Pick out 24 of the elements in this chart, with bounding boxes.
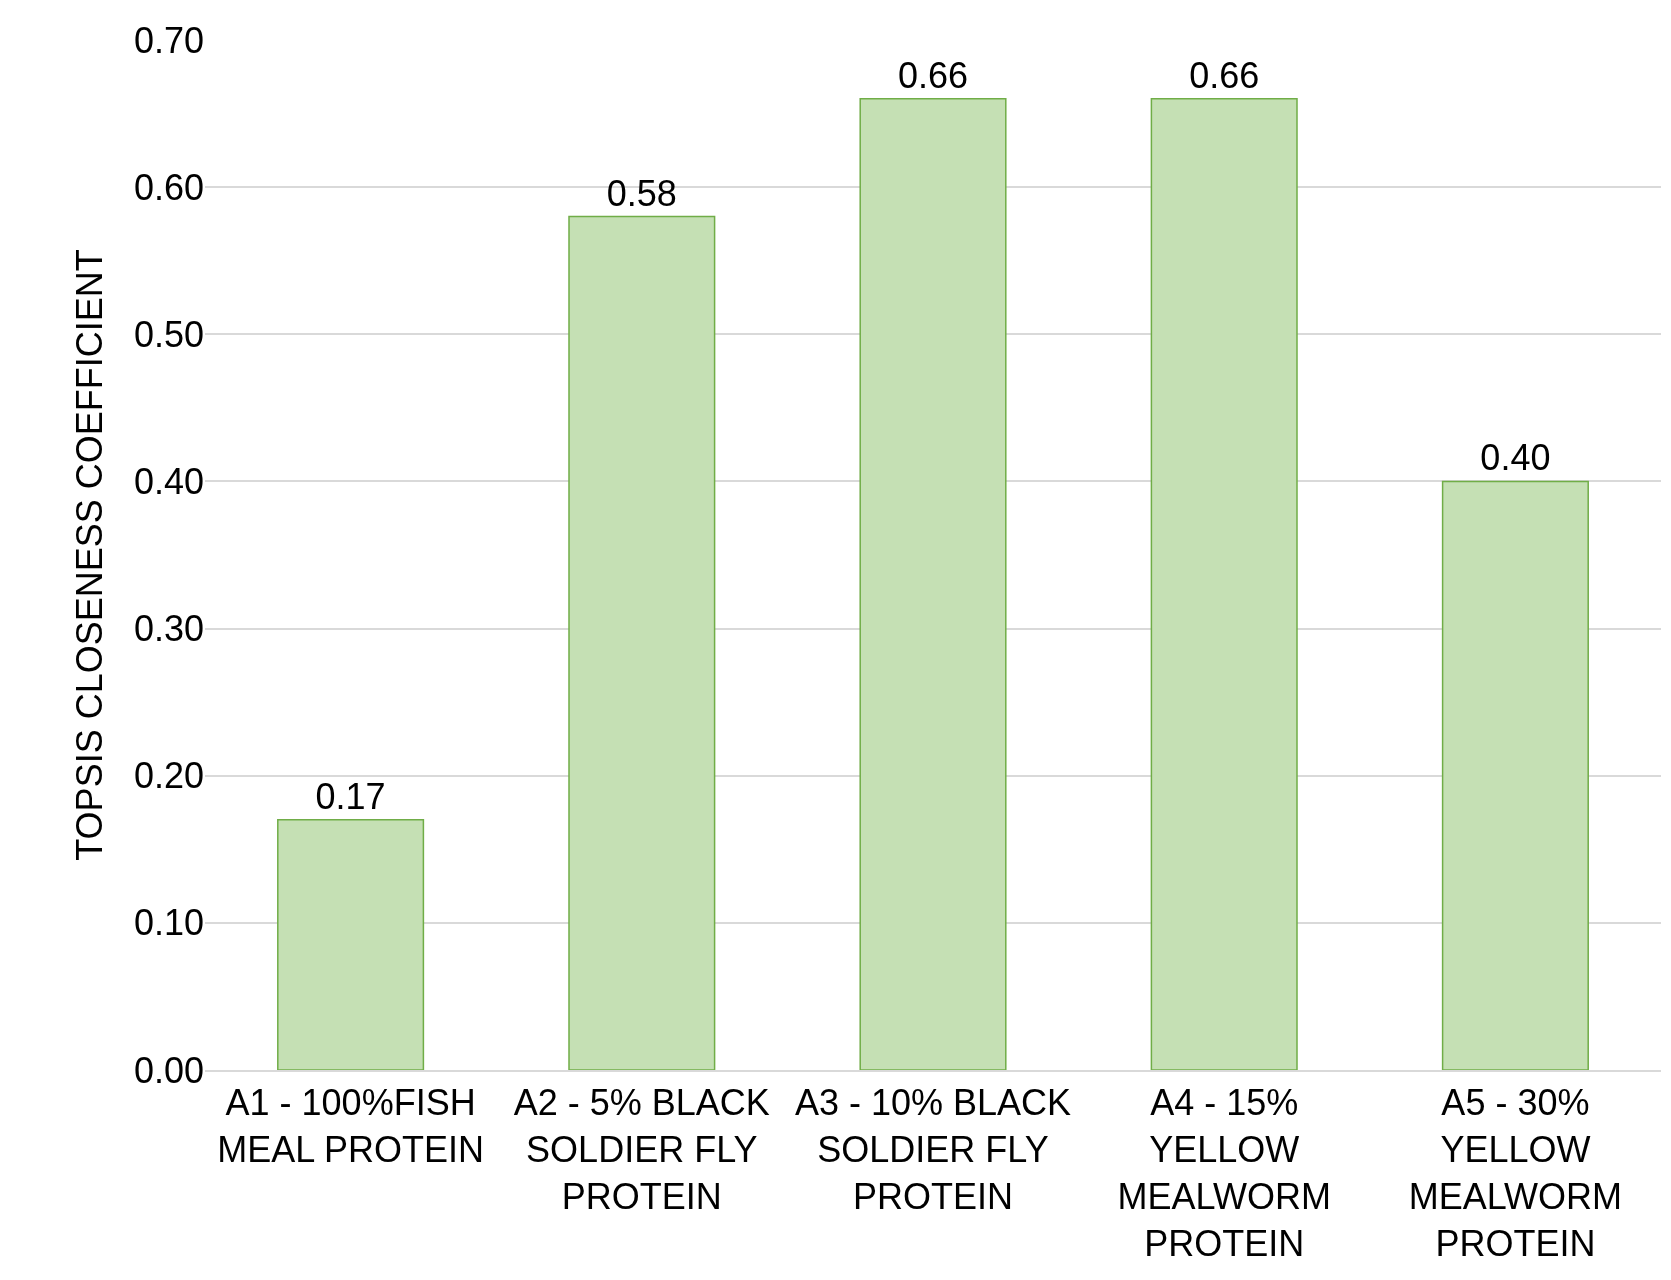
data-label: 0.66 bbox=[897, 54, 969, 96]
x-tick-label: A1 - 100%FISH MEAL PROTEIN bbox=[217, 1082, 484, 1170]
y-tick-label: 0.60 bbox=[133, 166, 204, 208]
y-tick-label: 0.00 bbox=[133, 1049, 204, 1091]
x-tick-label: A4 - 15% YELLOW MEALWORM PROTEIN bbox=[1117, 1082, 1331, 1264]
bar bbox=[277, 819, 425, 1070]
data-label: 0.58 bbox=[606, 172, 677, 214]
x-tick-label: A3 - 10% BLACK SOLDIER FLY PROTEIN bbox=[794, 1082, 1072, 1217]
x-tick-label: A2 - 5% BLACK SOLDIER FLY PROTEIN bbox=[513, 1082, 770, 1217]
y-axis-title: TOPSIS CLOSENESS COEFFICIENT bbox=[68, 249, 110, 861]
y-tick-label: 0.20 bbox=[133, 755, 204, 797]
y-tick-label: 0.70 bbox=[133, 19, 204, 61]
data-label: 0.17 bbox=[315, 775, 386, 817]
y-tick-label: 0.10 bbox=[133, 902, 204, 944]
y-tick-label: 0.40 bbox=[133, 461, 204, 503]
bar bbox=[1150, 98, 1298, 1070]
x-tick-label: A5 - 30% YELLOW MEALWORM PROTEIN bbox=[1408, 1082, 1623, 1264]
y-tick-label: 0.30 bbox=[133, 608, 204, 650]
y-tick-label: 0.50 bbox=[133, 313, 204, 355]
bar bbox=[568, 215, 716, 1070]
data-label: 0.40 bbox=[1480, 437, 1551, 479]
bar bbox=[1441, 480, 1589, 1070]
bar bbox=[859, 98, 1007, 1070]
data-label: 0.66 bbox=[1189, 54, 1260, 96]
